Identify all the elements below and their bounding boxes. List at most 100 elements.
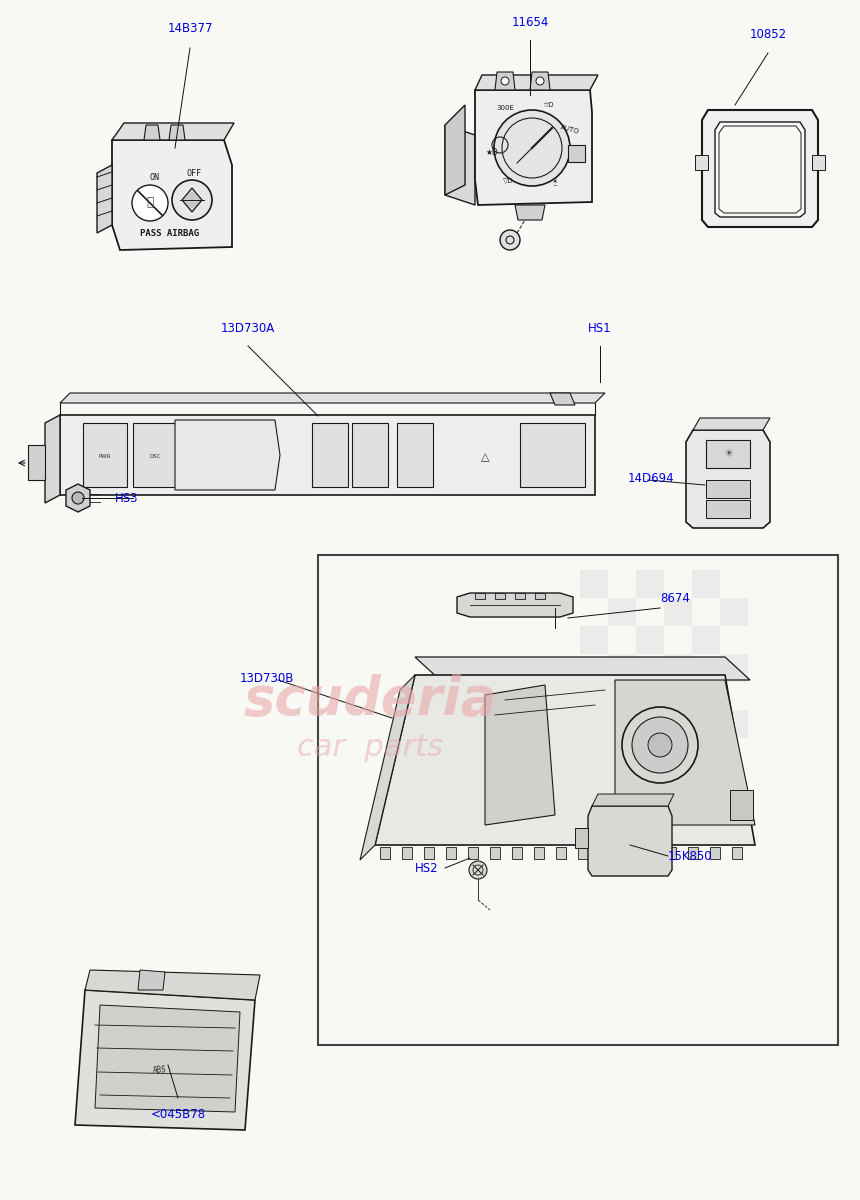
Polygon shape: [352, 422, 388, 487]
Text: 15K850: 15K850: [668, 850, 713, 863]
Bar: [402, 847, 412, 859]
Text: 11654: 11654: [512, 16, 549, 29]
Bar: [600, 847, 610, 859]
Text: AUTO: AUTO: [560, 125, 580, 136]
Bar: [475, 593, 485, 599]
Text: 10852: 10852: [749, 29, 787, 42]
Polygon shape: [45, 415, 60, 503]
Polygon shape: [397, 422, 433, 487]
Polygon shape: [695, 155, 708, 170]
Text: PASS AIRBAG: PASS AIRBAG: [140, 228, 200, 238]
Bar: [534, 847, 544, 859]
Polygon shape: [144, 125, 160, 140]
Bar: [692, 626, 720, 654]
Polygon shape: [375, 674, 755, 845]
Text: scuderia: scuderia: [243, 674, 497, 726]
Polygon shape: [812, 155, 825, 170]
Bar: [664, 710, 692, 738]
Bar: [578, 847, 588, 859]
Bar: [446, 847, 456, 859]
Polygon shape: [85, 970, 260, 1000]
Polygon shape: [515, 205, 545, 220]
Text: ABS: ABS: [153, 1066, 167, 1075]
Bar: [608, 654, 636, 682]
Text: HS2: HS2: [415, 862, 439, 875]
Circle shape: [622, 707, 698, 782]
Text: <045B78: <045B78: [150, 1109, 206, 1122]
Bar: [490, 847, 500, 859]
Polygon shape: [138, 970, 165, 990]
Polygon shape: [457, 593, 573, 617]
Bar: [636, 570, 664, 598]
Bar: [720, 598, 748, 626]
Circle shape: [648, 733, 672, 757]
Text: ⛔: ⛔: [146, 197, 154, 210]
Bar: [644, 847, 654, 859]
Polygon shape: [169, 125, 185, 140]
Polygon shape: [182, 188, 202, 212]
Circle shape: [132, 185, 168, 221]
Text: DSC: DSC: [150, 455, 161, 460]
Bar: [636, 682, 664, 710]
Bar: [608, 710, 636, 738]
Polygon shape: [615, 680, 755, 826]
Bar: [732, 847, 742, 859]
Polygon shape: [475, 74, 598, 90]
Polygon shape: [75, 990, 255, 1130]
Polygon shape: [28, 445, 45, 480]
Text: PWR: PWR: [99, 455, 111, 460]
Polygon shape: [706, 480, 750, 498]
Polygon shape: [415, 658, 750, 680]
Bar: [424, 847, 434, 859]
Polygon shape: [133, 422, 177, 487]
Polygon shape: [530, 72, 550, 90]
Polygon shape: [97, 164, 112, 233]
Polygon shape: [445, 125, 475, 205]
Circle shape: [494, 110, 570, 186]
Polygon shape: [495, 72, 515, 90]
Polygon shape: [592, 794, 674, 806]
Text: ON: ON: [149, 173, 159, 181]
Bar: [710, 847, 720, 859]
Circle shape: [500, 230, 520, 250]
Polygon shape: [702, 110, 818, 227]
Polygon shape: [112, 122, 234, 140]
Bar: [664, 598, 692, 626]
Polygon shape: [706, 500, 750, 518]
Bar: [556, 847, 566, 859]
Bar: [692, 570, 720, 598]
Text: ☀̲: ☀̲: [552, 179, 558, 186]
Polygon shape: [312, 422, 348, 487]
Bar: [580, 682, 608, 710]
Polygon shape: [175, 420, 280, 490]
Text: 14D694: 14D694: [628, 472, 674, 485]
Text: 300E: 300E: [496, 104, 514, 110]
Polygon shape: [693, 418, 770, 430]
Bar: [468, 847, 478, 859]
Text: ☀: ☀: [723, 449, 733, 458]
Bar: [720, 710, 748, 738]
Circle shape: [632, 716, 688, 773]
Text: 8674: 8674: [660, 592, 690, 605]
Bar: [318, 554, 838, 1045]
Bar: [515, 593, 525, 599]
Polygon shape: [550, 392, 575, 404]
Polygon shape: [715, 122, 805, 217]
Text: 13D730A: 13D730A: [221, 322, 275, 335]
Circle shape: [536, 77, 544, 85]
Bar: [580, 570, 608, 598]
Bar: [636, 626, 664, 654]
Polygon shape: [485, 685, 555, 826]
Bar: [720, 654, 748, 682]
Text: ▽D: ▽D: [503, 176, 513, 182]
Polygon shape: [520, 422, 585, 487]
Text: HS3: HS3: [115, 492, 138, 504]
Polygon shape: [360, 674, 415, 860]
Polygon shape: [83, 422, 127, 487]
Bar: [666, 847, 676, 859]
Text: car  parts: car parts: [297, 733, 443, 762]
Bar: [664, 654, 692, 682]
Text: △: △: [481, 452, 489, 462]
Polygon shape: [575, 828, 588, 848]
Circle shape: [172, 180, 212, 220]
